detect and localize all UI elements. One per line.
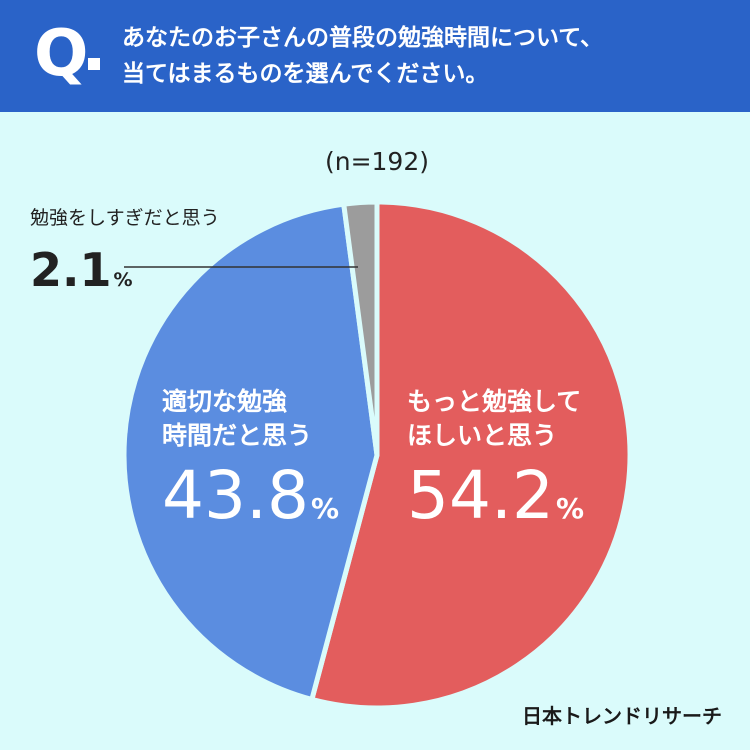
question-line-2: 当てはまるものを選んでください。 [122,61,489,87]
question-header: Q あなたのお子さんの普段の勉強時間について、 当てはまるものを選んでください。 [0,0,750,112]
slice-appropriate-time [121,201,380,702]
question-mark: Q [34,17,88,91]
question-text: あなたのお子さんの普段の勉強時間について、 当てはまるものを選んでください。 [122,20,732,92]
slice-value: 43.8% [162,457,339,534]
question-mark-dot [88,58,100,70]
sample-size: (n=192) [325,147,429,176]
slice-value: 54.2% [407,457,584,534]
slice-label-line: 適切な勉強 [162,387,287,416]
slice-too-much-study [341,199,380,458]
slice-value: 2.1% [30,243,133,297]
brand-logo: 日本トレンドリサーチ [522,704,722,728]
question-line-1: あなたのお子さんの普段の勉強時間について、 [122,25,604,51]
slice-label-line: 勉強をしすぎだと思う [30,207,220,229]
label-too-much-study: 勉強をしすぎだと思う 2.1% [30,207,220,297]
slice-label-line: もっと勉強して [407,387,581,416]
slice-label-line: 時間だと思う [162,421,312,450]
slice-label-line: ほしいと思う [407,421,557,450]
slice-want-more-study [309,199,633,711]
